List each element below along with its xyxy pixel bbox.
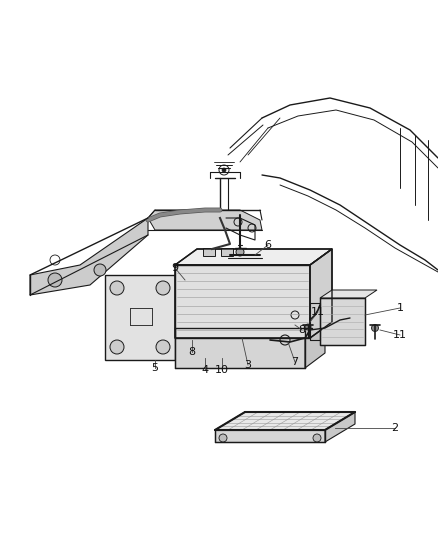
Polygon shape [105,275,175,360]
Text: 6: 6 [265,240,272,250]
Circle shape [313,434,321,442]
Circle shape [219,434,227,442]
Text: 5: 5 [152,363,159,373]
Text: 8: 8 [188,347,195,357]
Circle shape [156,340,170,354]
Polygon shape [30,218,148,295]
Text: 10: 10 [215,365,229,375]
Text: 2: 2 [392,423,399,433]
Text: 11: 11 [311,307,325,317]
Circle shape [156,281,170,295]
Polygon shape [310,249,332,338]
Polygon shape [175,265,310,338]
Circle shape [110,281,124,295]
Polygon shape [305,313,325,368]
Polygon shape [320,298,365,345]
Polygon shape [215,430,325,442]
Text: 3: 3 [244,360,251,370]
Polygon shape [325,412,355,442]
Polygon shape [175,249,332,265]
Circle shape [236,248,244,256]
Text: 4: 4 [201,365,208,375]
Polygon shape [175,313,325,328]
FancyBboxPatch shape [221,248,233,256]
Text: 8: 8 [298,325,306,335]
Polygon shape [320,290,377,298]
Circle shape [48,273,62,287]
Text: 11: 11 [393,330,407,340]
Polygon shape [215,412,355,430]
Polygon shape [175,328,305,368]
FancyBboxPatch shape [203,248,215,256]
Circle shape [222,168,226,172]
Circle shape [305,324,311,330]
Circle shape [371,325,378,332]
Circle shape [110,340,124,354]
Circle shape [94,264,106,276]
Text: 7: 7 [291,357,299,367]
Polygon shape [148,210,262,230]
Text: 9: 9 [171,263,179,273]
Text: 1: 1 [396,303,403,313]
